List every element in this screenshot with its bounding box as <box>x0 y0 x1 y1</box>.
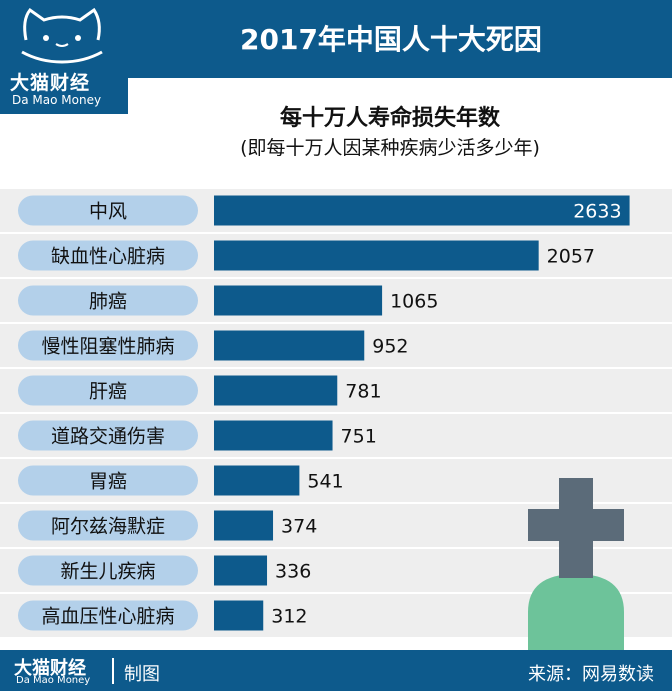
bar <box>214 240 539 271</box>
value-label: 541 <box>307 471 343 493</box>
value-labels: 2633 2057 1065 952 781 751 541 374 336 312 <box>271 201 621 628</box>
category-label: 慢性阻塞性肺病 <box>41 336 174 358</box>
footer-credit: 制图 <box>124 664 160 685</box>
category-label: 道路交通伤害 <box>51 426 165 448</box>
category-pill <box>18 555 198 586</box>
category-pill <box>18 240 198 271</box>
logo-name: 大猫财经 <box>10 72 91 94</box>
footer-brand: 大猫财经 <box>14 658 86 679</box>
value-label: 336 <box>275 561 311 583</box>
grave-mound-icon <box>528 574 624 650</box>
chart-title: 每十万人寿命损失年数 <box>279 106 500 131</box>
bar <box>214 465 300 496</box>
value-label: 952 <box>372 336 408 358</box>
bar <box>214 285 383 316</box>
category-pill <box>18 285 198 316</box>
bar <box>214 420 333 451</box>
brand-logo: 大猫财经 Da Mao Money <box>0 0 128 114</box>
category-pill <box>18 195 198 226</box>
category-label: 新生儿疾病 <box>60 561 155 583</box>
value-label: 2633 <box>573 201 621 223</box>
tombstone-decoration <box>528 478 624 650</box>
category-label: 阿尔兹海默症 <box>51 516 165 538</box>
chart-subtitle: (即每十万人因某种疾病少活多少年) <box>240 137 540 159</box>
category-pill <box>18 375 198 406</box>
value-label: 751 <box>341 426 377 448</box>
category-label: 缺血性心脏病 <box>51 246 165 268</box>
category-label: 胃癌 <box>89 471 127 493</box>
category-labels: 中风缺血性心脏病肺癌慢性阻塞性肺病肝癌道路交通伤害胃癌阿尔兹海默症新生儿疾病高血… <box>18 195 198 631</box>
category-pill <box>18 600 198 631</box>
footer-divider <box>112 658 114 684</box>
value-label: 312 <box>271 606 307 628</box>
bar <box>214 330 365 361</box>
category-pill <box>18 330 198 361</box>
bars <box>214 195 630 631</box>
bar-chart: 中风缺血性心脏病肺癌慢性阻塞性肺病肝癌道路交通伤害胃癌阿尔兹海默症新生儿疾病高血… <box>0 189 672 650</box>
page-title: 2017年中国人十大死因 <box>240 23 542 56</box>
category-pill <box>18 465 198 496</box>
bar <box>214 375 338 406</box>
bar <box>214 555 268 586</box>
category-label: 中风 <box>89 201 127 223</box>
footer-brand-subtitle: Da Mao Money <box>16 675 91 686</box>
category-pill <box>18 510 198 541</box>
value-label: 2057 <box>547 246 595 268</box>
category-label: 肝癌 <box>89 381 127 403</box>
bar <box>214 510 274 541</box>
value-label: 1065 <box>390 291 438 313</box>
bar <box>214 600 264 631</box>
value-label: 781 <box>345 381 381 403</box>
footer-bar: 大猫财经 Da Mao Money 制图 来源：网易数读 <box>0 650 672 691</box>
bar <box>214 195 630 226</box>
footer-source: 来源：网易数读 <box>528 664 654 685</box>
logo-subtitle: Da Mao Money <box>12 93 102 107</box>
cross-horizontal-icon <box>528 509 624 541</box>
category-label: 高血压性心脏病 <box>41 606 174 628</box>
category-pill <box>18 420 198 451</box>
category-label: 肺癌 <box>89 291 127 313</box>
value-label: 374 <box>281 516 317 538</box>
cat-face-icon <box>21 7 103 64</box>
